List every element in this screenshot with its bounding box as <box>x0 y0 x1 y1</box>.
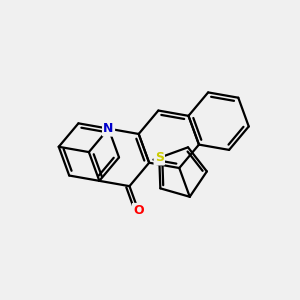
Text: N: N <box>103 122 114 135</box>
Text: O: O <box>103 122 114 135</box>
Text: O: O <box>133 204 144 217</box>
Text: S: S <box>155 151 164 164</box>
